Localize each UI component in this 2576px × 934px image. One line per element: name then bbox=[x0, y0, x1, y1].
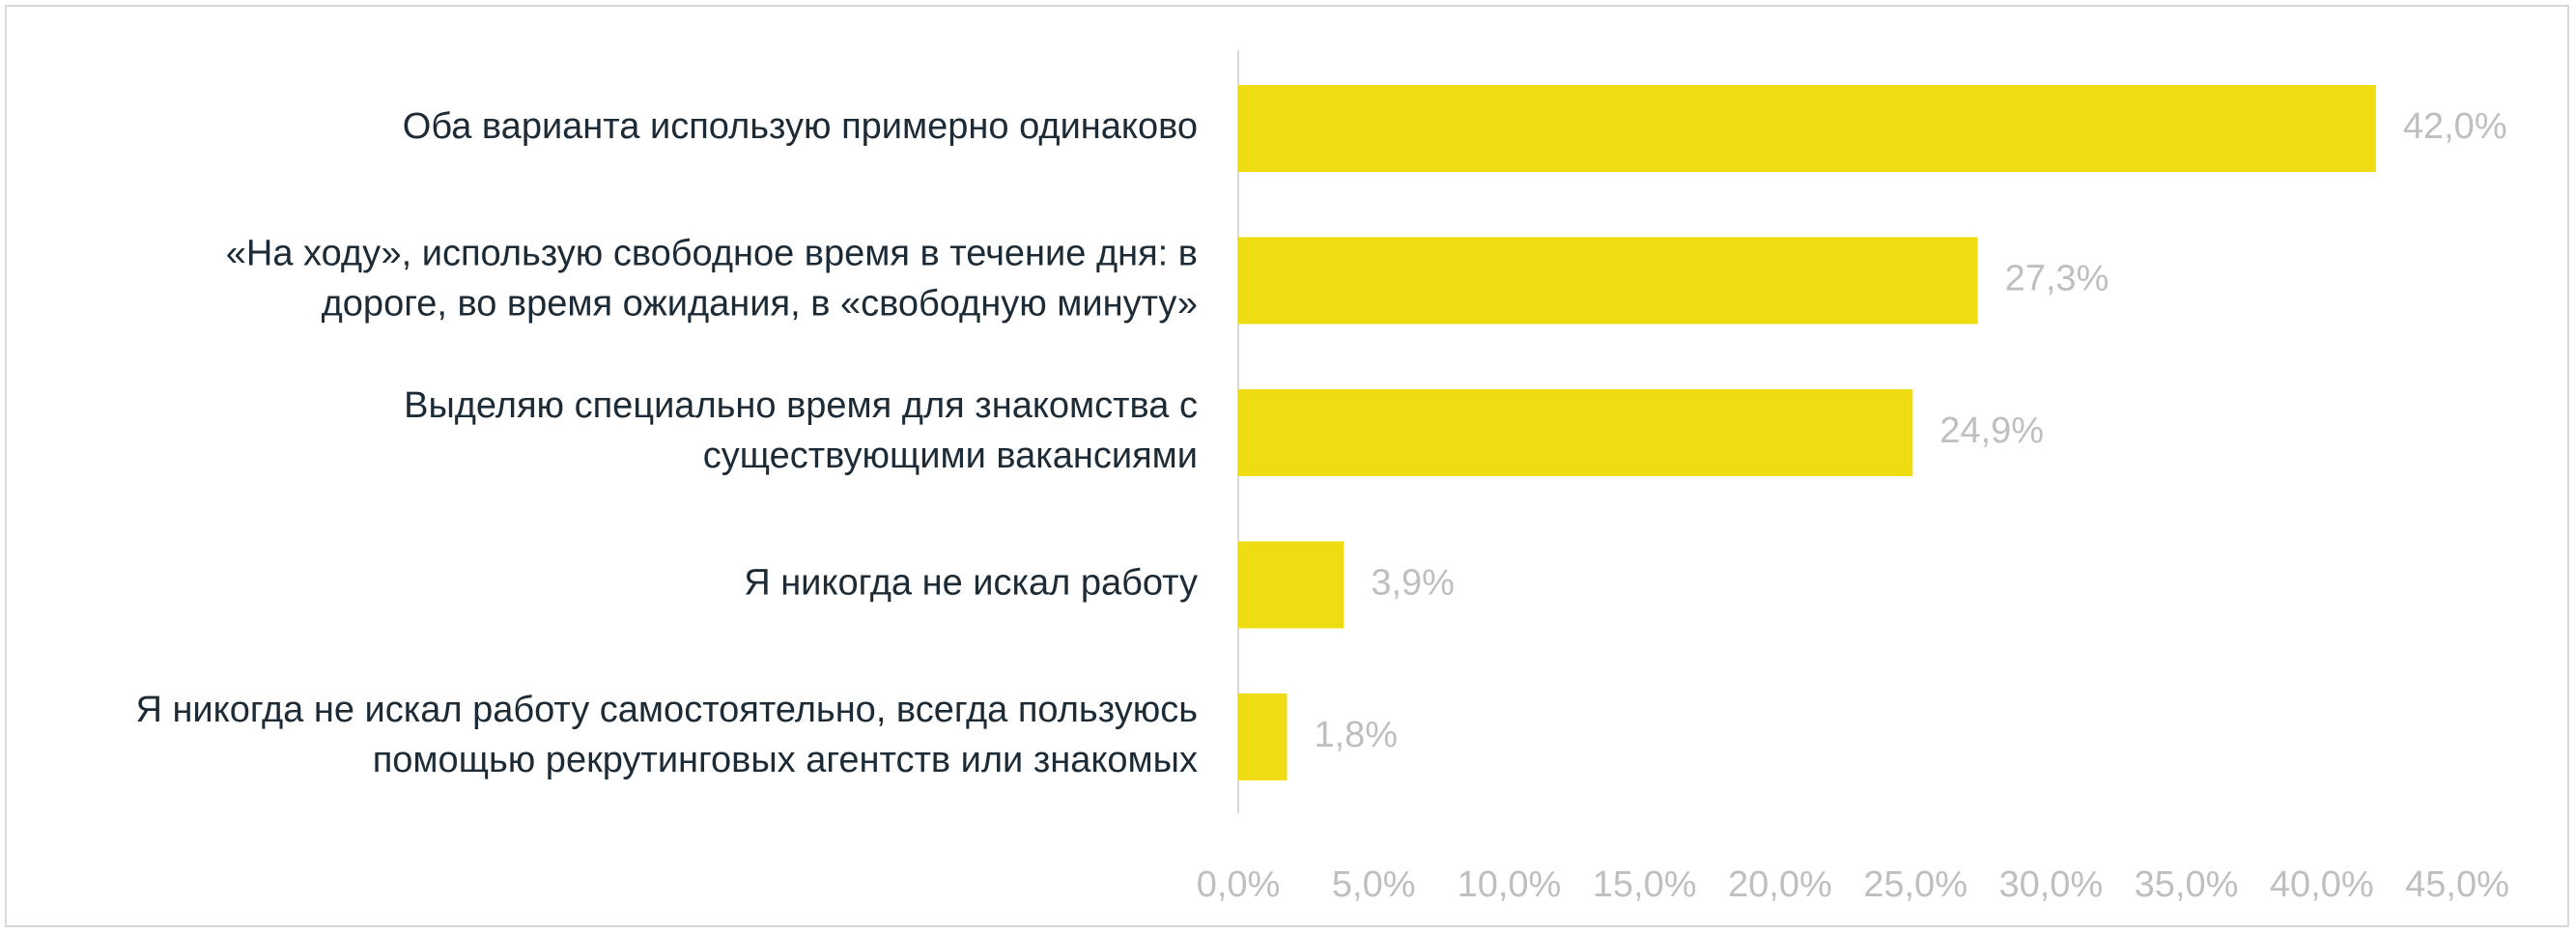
category-label-line: дороге, во время ожидания, в «свободную … bbox=[322, 284, 1198, 325]
x-tick-label: 35,0% bbox=[2135, 864, 2239, 905]
category-label-line: существующими вакансиями bbox=[703, 436, 1198, 476]
category-label: «На ходу», использую свободное время в т… bbox=[226, 234, 1198, 325]
bar-value-label: 27,3% bbox=[2005, 259, 2109, 299]
x-tick-label: 10,0% bbox=[1458, 864, 1562, 905]
category-label-line: «На ходу», использую свободное время в т… bbox=[226, 234, 1198, 274]
category-label-line: Я никогда не искал работу bbox=[744, 563, 1198, 604]
x-tick-label: 20,0% bbox=[1728, 864, 1832, 905]
x-tick-label: 25,0% bbox=[1863, 864, 1967, 905]
bar bbox=[1238, 693, 1288, 780]
category-label-line: помощью рекрутинговых агентств или знако… bbox=[373, 740, 1198, 780]
category-label: Оба варианта использую примерно одинаков… bbox=[403, 106, 1198, 147]
bar-value-label: 24,9% bbox=[1939, 410, 2044, 451]
category-label: Я никогда не искал работу bbox=[744, 563, 1198, 604]
bar-value-label: 3,9% bbox=[1371, 563, 1455, 604]
category-label-line: Выделяю специально время для знакомства … bbox=[404, 385, 1198, 426]
bar bbox=[1238, 85, 2376, 172]
category-label: Выделяю специально время для знакомства … bbox=[404, 385, 1198, 476]
bar bbox=[1238, 389, 1913, 476]
bar-value-label: 1,8% bbox=[1314, 715, 1398, 755]
bar bbox=[1238, 237, 1978, 325]
x-tick-label: 0,0% bbox=[1197, 864, 1281, 905]
bar bbox=[1238, 541, 1345, 629]
x-tick-label: 5,0% bbox=[1332, 864, 1416, 905]
category-label: Я никогда не искал работу самостоятельно… bbox=[135, 690, 1198, 780]
x-tick-label: 15,0% bbox=[1593, 864, 1697, 905]
x-tick-label: 45,0% bbox=[2405, 864, 2509, 905]
x-tick-label: 30,0% bbox=[1998, 864, 2103, 905]
x-tick-label: 40,0% bbox=[2270, 864, 2374, 905]
category-label-line: Оба варианта использую примерно одинаков… bbox=[403, 106, 1198, 147]
bar-value-label: 42,0% bbox=[2403, 106, 2507, 147]
category-label-line: Я никогда не искал работу самостоятельно… bbox=[135, 690, 1198, 730]
